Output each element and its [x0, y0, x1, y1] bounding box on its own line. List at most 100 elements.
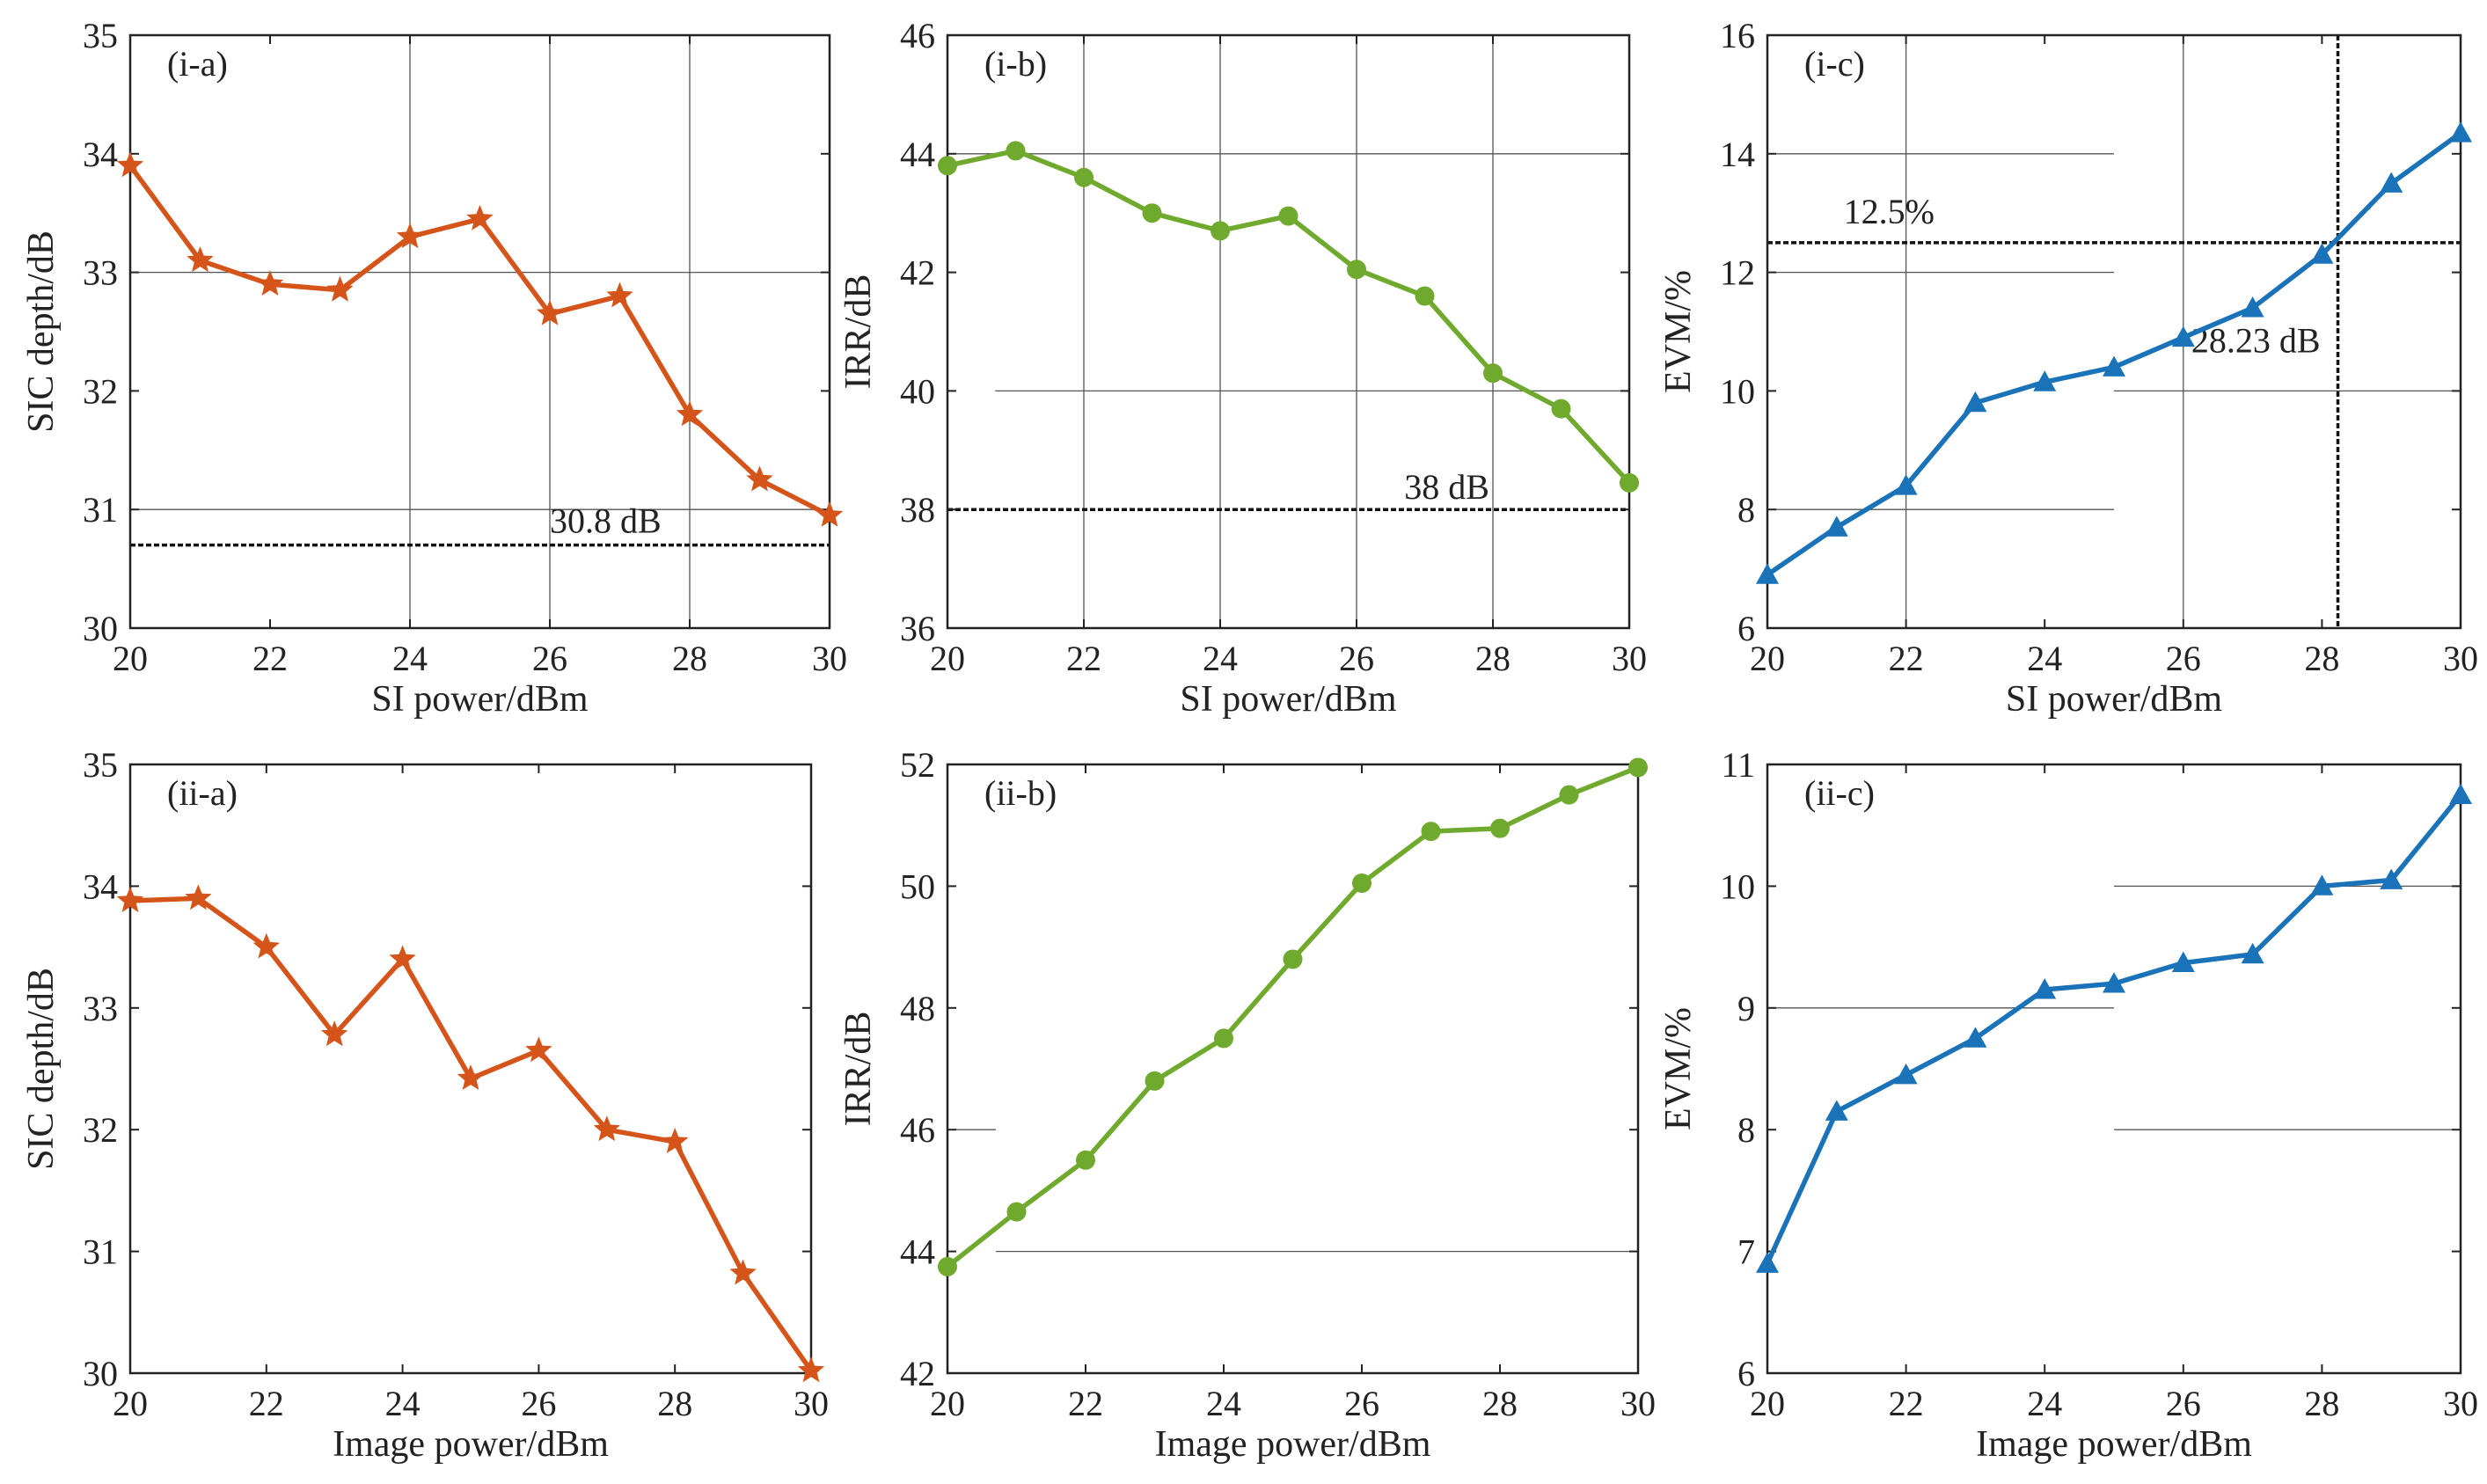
panel-label: (ii-c)	[1804, 773, 1875, 813]
y-tick-label: 7	[1737, 1232, 1755, 1272]
data-point	[1074, 167, 1094, 187]
data-point	[2449, 121, 2472, 143]
y-tick-label: 6	[1737, 1354, 1755, 1393]
x-axis-label: SI power/dBm	[2006, 679, 2222, 720]
y-tick-label: 52	[900, 745, 935, 785]
data-point	[1347, 260, 1366, 280]
y-tick-label: 30	[83, 1354, 118, 1393]
x-tick-label: 22	[1066, 639, 1101, 678]
y-tick-label: 44	[900, 135, 935, 174]
data-point	[1964, 1027, 1987, 1048]
reference-annotation: 12.5%	[1844, 192, 1935, 231]
x-tick-label: 26	[1344, 1384, 1379, 1423]
data-point	[389, 945, 416, 971]
y-tick-label: 34	[83, 866, 118, 906]
data-point	[536, 299, 564, 325]
y-tick-label: 46	[900, 1110, 935, 1150]
data-point	[606, 281, 633, 308]
data-point	[1421, 822, 1441, 842]
y-axis-label: SIC depth/dB	[21, 968, 62, 1170]
x-tick-label: 26	[2166, 1384, 2201, 1423]
data-point	[797, 1356, 825, 1383]
y-tick-label: 12	[1720, 253, 1755, 293]
y-tick-label: 11	[1721, 745, 1755, 785]
data-point	[1278, 206, 1298, 226]
data-point	[1825, 1100, 1848, 1121]
x-tick-label: 30	[812, 639, 847, 678]
panel-ii-c: 20 22 24 26 28 30 6 7 8 9 10 11 Image power/dBm EVM/%…	[1658, 745, 2478, 1465]
y-tick-label: 30	[83, 609, 118, 648]
data-point	[1283, 949, 1303, 969]
data-point	[2449, 783, 2472, 804]
y-tick-label: 8	[1737, 490, 1755, 530]
data-point	[593, 1115, 620, 1142]
data-point	[1483, 363, 1503, 384]
series-line	[946, 764, 1640, 1269]
x-tick-label: 20	[930, 1384, 965, 1423]
y-tick-label: 48	[900, 989, 935, 1028]
panel-i-c: 20 22 24 26 28 30 6 8 10 12 14 16 SI power/dBm EVM/% (…	[1658, 16, 2478, 720]
data-point	[2171, 325, 2195, 347]
data-point	[1145, 1071, 1165, 1091]
y-tick-label: 50	[900, 866, 935, 906]
y-tick-label: 42	[900, 1354, 935, 1393]
data-point	[1006, 141, 1026, 161]
y-tick-label: 9	[1737, 989, 1755, 1028]
y-tick-label: 10	[1720, 371, 1755, 411]
x-tick-label: 24	[2027, 1384, 2062, 1423]
panel-label: (i-b)	[984, 44, 1047, 84]
x-tick-label: 30	[2443, 1384, 2478, 1423]
data-point	[2380, 868, 2403, 889]
data-point	[2380, 172, 2403, 193]
x-tick-label: 28	[2304, 1384, 2339, 1423]
x-tick-label: 22	[1889, 1384, 1924, 1423]
panel-ii-b: 20 22 24 26 28 30 42 44 46 48 50 52 Image power/dBm I…	[838, 745, 1656, 1465]
reference-annotation: 30.8 dB	[550, 501, 662, 541]
x-axis-label: Image power/dBm	[1976, 1424, 2252, 1465]
data-point	[1964, 391, 1987, 413]
axes-frame	[1766, 763, 2462, 1375]
x-tick-label: 30	[794, 1384, 829, 1423]
y-tick-label: 33	[83, 253, 118, 293]
x-axis-label: SI power/dBm	[1180, 679, 1396, 720]
y-tick-label: 31	[83, 490, 118, 530]
x-tick-label: 28	[672, 639, 707, 678]
x-tick-label: 30	[2443, 639, 2478, 678]
data-point	[116, 151, 144, 178]
y-tick-label: 10	[1720, 866, 1755, 906]
y-tick-label: 36	[900, 609, 935, 648]
data-point	[525, 1036, 552, 1063]
data-point	[938, 1256, 957, 1276]
data-point	[321, 1020, 348, 1047]
x-tick-label: 30	[1620, 1384, 1656, 1423]
panel-label: (ii-b)	[984, 773, 1057, 813]
data-point	[938, 156, 957, 176]
data-point	[1628, 757, 1648, 778]
panel-i-b: 20 22 24 26 28 30 36 38 40 42 44 46 SI power/dBm IRR/…	[838, 16, 1647, 720]
x-tick-label: 24	[2027, 639, 2062, 678]
y-tick-label: 40	[900, 371, 935, 411]
data-point	[1551, 398, 1571, 419]
data-point	[187, 246, 214, 273]
x-tick-label: 26	[2166, 639, 2201, 678]
panel-ii-a: 20 22 24 26 28 30 30 31 32 33 34 35 Image power/dBm S…	[21, 745, 829, 1465]
data-point	[1825, 515, 1848, 537]
y-tick-label: 8	[1737, 1110, 1755, 1150]
y-tick-label: 6	[1737, 609, 1755, 648]
x-tick-label: 22	[249, 1384, 284, 1423]
x-tick-label: 20	[1750, 639, 1785, 678]
x-tick-label: 28	[1482, 1384, 1518, 1423]
y-axis-label: IRR/dB	[838, 1012, 879, 1127]
data-point	[2171, 951, 2195, 972]
panel-label: (ii-a)	[167, 773, 238, 813]
data-point	[2103, 355, 2125, 376]
data-point	[2310, 243, 2334, 264]
data-point	[1211, 221, 1230, 241]
y-axis-label: EVM/%	[1658, 270, 1699, 393]
x-tick-label: 22	[252, 639, 288, 678]
y-tick-label: 38	[900, 490, 935, 530]
y-tick-label: 44	[900, 1232, 935, 1272]
data-point	[116, 887, 144, 912]
x-tick-label: 24	[1203, 639, 1238, 678]
y-tick-label: 32	[83, 371, 118, 411]
